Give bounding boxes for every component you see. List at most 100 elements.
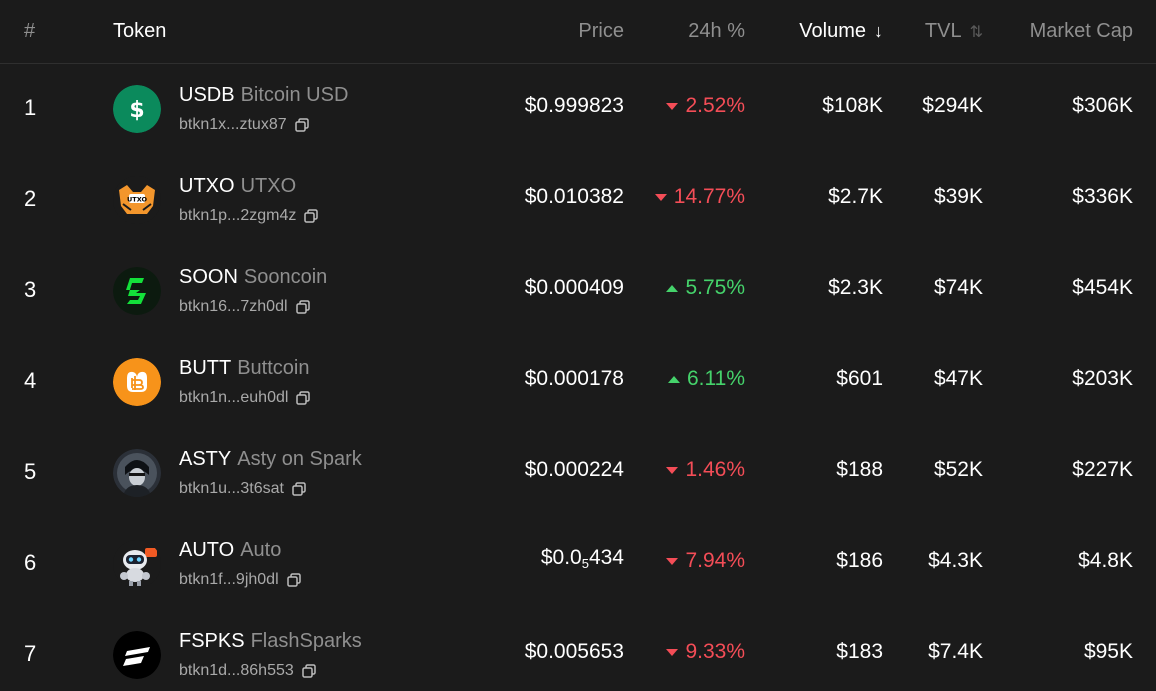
token-address-text: btkn1n...euh0dl [179, 389, 289, 406]
volume-header-label: Volume [799, 20, 866, 42]
rank-column-header: # [24, 20, 36, 42]
rank-number: 3 [24, 277, 37, 302]
token-address-text: btkn1p...2zgm4z [179, 207, 297, 224]
token-volume: $186 [836, 549, 883, 572]
table-header: # Token Price 24h % Volume ↓ TVL ⇅ Market … [0, 0, 1156, 64]
token-name[interactable]: SOON Sooncoin [179, 266, 327, 289]
market-cap-column-header[interactable]: Market Cap [1030, 0, 1133, 63]
token-market-cap: $4.8K [1078, 549, 1133, 572]
token-tvl: $4.3K [928, 549, 983, 572]
token-market-cap: $203K [1072, 367, 1133, 390]
token-price: $0.010382 [524, 185, 624, 208]
copy-icon[interactable] [304, 209, 319, 223]
token-volume: $188 [836, 458, 883, 481]
token-symbol: USDB [179, 84, 235, 106]
token-address: btkn1u...3t6sat [179, 480, 306, 498]
volume-column-header[interactable]: Volume ↓ [799, 0, 883, 63]
token-symbol: SOON [179, 266, 238, 288]
token-address-text: btkn1d...86h553 [179, 662, 294, 679]
price-column-header[interactable]: Price [578, 0, 624, 63]
price-change: 6.11% [668, 367, 745, 391]
token-market-cap: $336K [1072, 185, 1133, 208]
dollar-coin-icon: $ [113, 85, 161, 133]
copy-icon[interactable] [302, 664, 316, 678]
token-fullname: UTXO [240, 175, 297, 197]
price-change: 1.46% [666, 458, 745, 482]
price-change-value: 9.33% [685, 640, 745, 663]
token-address-text: btkn1x...ztux87 [179, 116, 287, 133]
utxo-mascot-icon: UTXO [113, 176, 161, 224]
token-name[interactable]: FSPKS FlashSparks [179, 630, 362, 653]
token-price: $0.005653 [524, 640, 624, 663]
token-name[interactable]: AUTO Auto [179, 539, 281, 562]
token-fullname: Buttcoin [237, 357, 310, 379]
tvl-column-header[interactable]: TVL ⇅ [925, 0, 983, 63]
sooncoin-s-icon [113, 267, 161, 315]
token-name[interactable]: ASTY Asty on Spark [179, 448, 362, 471]
token-volume: $2.3K [828, 276, 883, 299]
table-row[interactable]: 2 UTXO UTXO UTXO btkn1p...2zgm4z $0.01038… [0, 155, 1156, 246]
token-address: btkn1p...2zgm4z [179, 207, 319, 225]
table-row[interactable]: 6 AUTO Auto btkn1f...9jh0dl $0.05434 7.94… [0, 519, 1156, 610]
price-change-value: 14.77% [673, 185, 745, 208]
copy-icon[interactable] [295, 300, 310, 314]
price-change: 5.75% [666, 276, 745, 300]
token-address-text: btkn16...7zh0dl [179, 298, 288, 315]
svg-text:$: $ [129, 98, 144, 123]
token-symbol: AUTO [179, 539, 235, 561]
token-price: $0.05434 [541, 546, 624, 571]
copy-icon[interactable] [292, 482, 306, 496]
table-row[interactable]: 7 FSPKS FlashSparks btkn1d...86h553 $0.00… [0, 610, 1156, 691]
price-change-value: 5.75% [685, 276, 745, 299]
token-market-cap: $454K [1072, 276, 1133, 299]
token-symbol: BUTT [179, 357, 232, 379]
table-row[interactable]: 3 SOON Sooncoin btkn16...7zh0dl $0.000409… [0, 246, 1156, 337]
copy-icon[interactable] [294, 118, 309, 132]
token-column-header: Token [113, 20, 167, 42]
price-change-value: 2.52% [685, 94, 745, 117]
price-leading: $0.0 [540, 546, 582, 569]
token-price: $0.000178 [524, 367, 624, 390]
token-symbol: UTXO [179, 175, 235, 197]
change-header-label: 24h % [688, 20, 745, 42]
token-fullname: Asty on Spark [237, 448, 362, 470]
token-tvl: $294K [922, 94, 983, 117]
price-zero-count: 5 [581, 556, 589, 571]
token-market-cap: $306K [1072, 94, 1133, 117]
token-fullname: Auto [240, 539, 282, 561]
token-address-text: btkn1u...3t6sat [179, 480, 284, 497]
token-address: btkn1x...ztux87 [179, 116, 309, 134]
token-address: btkn1n...euh0dl [179, 389, 311, 407]
rank-number: 1 [24, 95, 37, 120]
token-name[interactable]: USDB Bitcoin USD [179, 84, 348, 107]
triangle-down-icon [666, 102, 679, 110]
token-address: btkn16...7zh0dl [179, 298, 310, 316]
tvl-header-label: TVL [924, 20, 962, 42]
token-price: $0.000409 [524, 276, 624, 299]
table-row[interactable]: 4 BUTT Buttcoin btkn1n...euh0dl $0.000178… [0, 337, 1156, 428]
rank-number: 4 [24, 368, 37, 393]
copy-icon[interactable] [286, 573, 301, 587]
price-change: 9.33% [666, 640, 745, 664]
token-symbol: FSPKS [179, 630, 245, 652]
copy-icon[interactable] [296, 391, 311, 405]
triangle-down-icon [666, 648, 679, 656]
token-tvl: $74K [933, 276, 983, 299]
triangle-down-icon [666, 466, 679, 474]
triangle-up-icon [668, 375, 680, 383]
token-volume: $601 [836, 367, 883, 390]
token-volume: $183 [836, 640, 883, 663]
table-row[interactable]: 1 $ USDB Bitcoin USD btkn1x...ztux87 $0.9… [0, 64, 1156, 155]
table-row[interactable]: 5 ASTY Asty on Spark btkn1u...3t6sat $0.0… [0, 428, 1156, 519]
token-name[interactable]: UTXO UTXO [179, 175, 296, 198]
token-market-cap: $95K [1083, 640, 1133, 663]
rank-number: 6 [24, 550, 37, 575]
token-tvl: $47K [933, 367, 983, 390]
token-name[interactable]: BUTT Buttcoin [179, 357, 309, 380]
token-price: $0.000224 [524, 458, 624, 481]
change-column-header[interactable]: 24h % [688, 0, 745, 63]
token-price: $0.999823 [524, 94, 624, 117]
market-cap-header-label: Market Cap [1029, 20, 1133, 42]
buttcoin-icon [113, 358, 161, 406]
